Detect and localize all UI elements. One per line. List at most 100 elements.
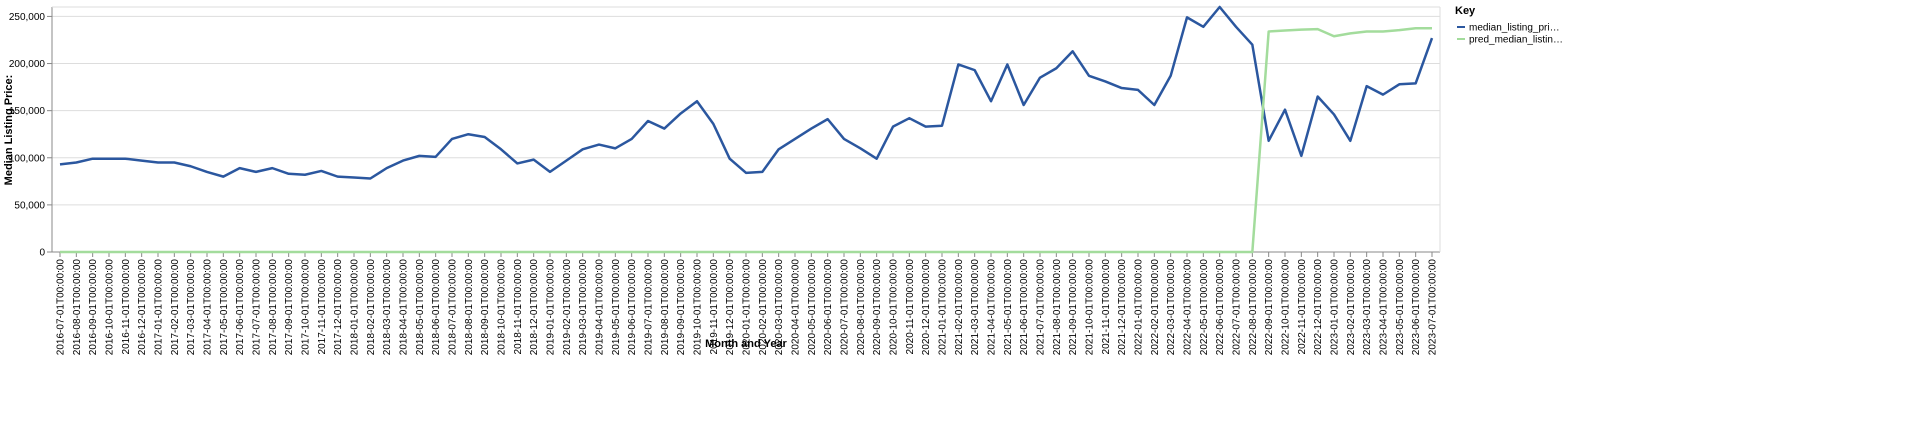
x-tick-label: 2023-06-01T00:00:00 — [1411, 259, 1422, 356]
x-tick-label: 2020-05-01T00:00:00 — [807, 259, 818, 356]
x-tick-label: 2023-02-01T00:00:00 — [1346, 259, 1357, 356]
x-tick-label: 2021-08-01T00:00:00 — [1052, 259, 1063, 356]
x-tick-label: 2022-02-01T00:00:00 — [1150, 259, 1161, 356]
x-tick-label: 2018-02-01T00:00:00 — [366, 259, 377, 356]
x-tick-label: 2017-12-01T00:00:00 — [333, 259, 344, 356]
x-tick-label: 2020-12-01T00:00:00 — [921, 259, 932, 356]
x-tick-label: 2018-08-01T00:00:00 — [464, 259, 475, 356]
x-tick-label: 2021-03-01T00:00:00 — [970, 259, 981, 356]
x-tick-label: 2019-05-01T00:00:00 — [611, 259, 622, 356]
y-tick-label: 0 — [39, 248, 45, 259]
x-tick-label: 2019-10-01T00:00:00 — [693, 259, 704, 356]
x-tick-label: 2019-08-01T00:00:00 — [660, 259, 671, 356]
x-tick-label: 2016-07-01T00:00:00 — [56, 259, 67, 356]
x-tick-label: 2017-01-01T00:00:00 — [154, 259, 165, 356]
x-tick-label: 2017-06-01T00:00:00 — [235, 259, 246, 356]
x-tick-label: 2018-01-01T00:00:00 — [350, 259, 361, 356]
y-tick-label: 150,000 — [9, 106, 46, 117]
x-tick-label: 2021-06-01T00:00:00 — [1019, 259, 1030, 356]
x-tick-label: 2022-11-01T00:00:00 — [1297, 259, 1308, 355]
x-tick-label: 2021-07-01T00:00:00 — [1036, 259, 1047, 356]
x-tick-label: 2020-06-01T00:00:00 — [823, 259, 834, 356]
x-tick-label: 2016-12-01T00:00:00 — [137, 259, 148, 356]
x-tick-label: 2021-02-01T00:00:00 — [954, 259, 965, 356]
line-series — [59, 5, 1434, 180]
x-tick-label: 2023-04-01T00:00:00 — [1379, 259, 1390, 356]
x-tick-label: 2022-04-01T00:00:00 — [1183, 259, 1194, 356]
x-tick-label: 2023-03-01T00:00:00 — [1362, 259, 1373, 356]
x-tick-label: 2019-03-01T00:00:00 — [578, 259, 589, 356]
x-tick-label: 2022-12-01T00:00:00 — [1313, 259, 1324, 356]
x-tick-label: 2016-11-01T00:00:00 — [121, 259, 132, 355]
x-tick-label: 2021-11-01T00:00:00 — [1101, 259, 1112, 355]
x-tick-label: 2017-11-01T00:00:00 — [317, 259, 328, 355]
x-tick-label: 2021-01-01T00:00:00 — [938, 259, 949, 356]
x-tick-label: 2020-07-01T00:00:00 — [840, 259, 851, 356]
y-tick-label: 200,000 — [9, 59, 46, 70]
x-tick-label: 2022-08-01T00:00:00 — [1248, 259, 1259, 356]
x-tick-label: 2021-12-01T00:00:00 — [1117, 259, 1128, 356]
x-tick-label: 2018-09-01T00:00:00 — [480, 259, 491, 356]
x-tick-label: 2022-09-01T00:00:00 — [1264, 259, 1275, 356]
y-axis-title: Median Listing Price: — [3, 75, 15, 186]
x-tick-label: 2016-08-01T00:00:00 — [72, 259, 83, 356]
x-tick-label: 2022-06-01T00:00:00 — [1215, 259, 1226, 356]
x-tick-label: 2018-12-01T00:00:00 — [529, 259, 540, 356]
x-tick-label: 2018-11-01T00:00:00 — [513, 259, 524, 355]
x-tick-label: 2017-02-01T00:00:00 — [170, 259, 181, 356]
x-tick-label: 2018-03-01T00:00:00 — [382, 259, 393, 356]
x-tick-label: 2019-09-01T00:00:00 — [676, 259, 687, 356]
x-tick-label: 2022-03-01T00:00:00 — [1166, 259, 1177, 356]
x-tick-label: 2018-04-01T00:00:00 — [399, 259, 410, 356]
x-tick-label: 2018-06-01T00:00:00 — [431, 259, 442, 356]
x-tick-label: 2017-10-01T00:00:00 — [301, 259, 312, 356]
x-tick-label: 2022-07-01T00:00:00 — [1232, 259, 1243, 356]
x-tick-label: 2017-08-01T00:00:00 — [268, 259, 279, 356]
x-tick-label: 2022-01-01T00:00:00 — [1134, 259, 1145, 356]
x-tick-label: 2018-10-01T00:00:00 — [497, 259, 508, 356]
x-tick-label: 2023-05-01T00:00:00 — [1395, 259, 1406, 356]
x-tick-label: 2020-01-01T00:00:00 — [742, 259, 753, 356]
x-tick-label: 2019-07-01T00:00:00 — [644, 259, 655, 356]
x-tick-label: 2017-03-01T00:00:00 — [186, 259, 197, 356]
x-tick-label: 2018-05-01T00:00:00 — [415, 259, 426, 356]
x-tick-label: 2023-01-01T00:00:00 — [1330, 259, 1341, 356]
x-tick-label: 2019-06-01T00:00:00 — [627, 259, 638, 356]
x-tick-label: 2020-02-01T00:00:00 — [758, 259, 769, 356]
x-tick-label: 2020-09-01T00:00:00 — [872, 259, 883, 356]
x-tick-label: 2021-05-01T00:00:00 — [1003, 259, 1014, 356]
legend-label: pred_median_listin… — [1469, 35, 1563, 46]
x-tick-label: 2017-05-01T00:00:00 — [219, 259, 230, 356]
y-tick-label: 100,000 — [9, 153, 46, 164]
line-series — [60, 26, 1432, 254]
x-tick-label: 2019-02-01T00:00:00 — [562, 259, 573, 356]
y-tick-label: 50,000 — [14, 200, 45, 211]
legend-label: median_listing_pri… — [1469, 23, 1560, 34]
x-tick-label: 2016-09-01T00:00:00 — [88, 259, 99, 356]
x-tick-label: 2022-05-01T00:00:00 — [1199, 259, 1210, 356]
x-tick-label: 2021-04-01T00:00:00 — [987, 259, 998, 356]
x-axis-title: Month and Year — [705, 338, 787, 350]
x-tick-label: 2017-09-01T00:00:00 — [284, 259, 295, 356]
x-tick-label: 2017-07-01T00:00:00 — [252, 259, 263, 356]
x-tick-label: 2017-04-01T00:00:00 — [203, 259, 214, 356]
x-tick-label: 2020-04-01T00:00:00 — [791, 259, 802, 356]
x-tick-label: 2019-11-01T00:00:00 — [709, 259, 720, 355]
x-tick-label: 2019-12-01T00:00:00 — [725, 259, 736, 356]
x-tick-label: 2023-07-01T00:00:00 — [1428, 259, 1439, 356]
x-tick-label: 2019-04-01T00:00:00 — [595, 259, 606, 356]
x-tick-label: 2021-10-01T00:00:00 — [1085, 259, 1096, 356]
x-tick-label: 2021-09-01T00:00:00 — [1068, 259, 1079, 356]
x-tick-label: 2020-10-01T00:00:00 — [889, 259, 900, 356]
x-tick-label: 2022-10-01T00:00:00 — [1281, 259, 1292, 356]
x-tick-label: 2019-01-01T00:00:00 — [546, 259, 557, 356]
x-tick-label: 2020-11-01T00:00:00 — [905, 259, 916, 355]
x-tick-label: 2020-03-01T00:00:00 — [774, 259, 785, 356]
x-tick-label: 2020-08-01T00:00:00 — [856, 259, 867, 356]
legend-title: Key — [1455, 5, 1476, 17]
y-tick-label: 250,000 — [9, 12, 46, 23]
x-tick-label: 2018-07-01T00:00:00 — [448, 259, 459, 356]
x-tick-label: 2016-10-01T00:00:00 — [105, 259, 116, 356]
